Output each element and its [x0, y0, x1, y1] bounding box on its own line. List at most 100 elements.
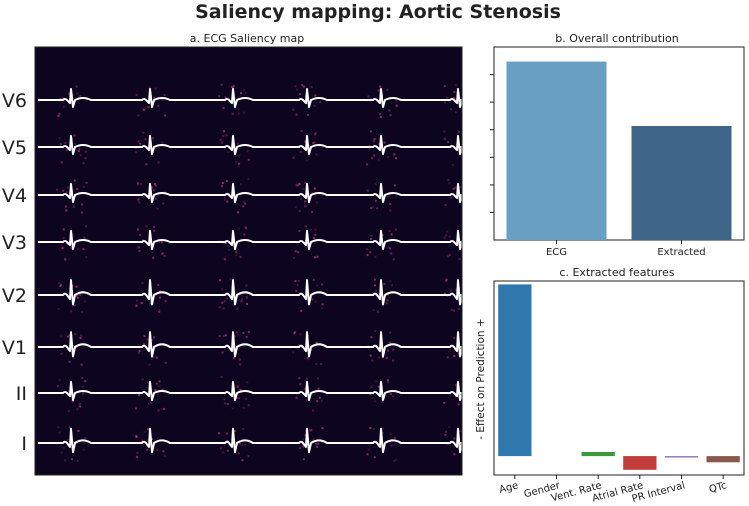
saliency-spot: [224, 199, 227, 202]
saliency-spot: [392, 359, 395, 362]
saliency-spot: [293, 331, 296, 333]
saliency-spot: [77, 247, 80, 250]
saliency-spot: [58, 281, 61, 284]
ecg-lead-label: V3: [2, 232, 27, 254]
saliency-spot: [237, 333, 240, 336]
saliency-spot: [379, 115, 382, 118]
saliency-spot: [302, 458, 305, 461]
saliency-spot: [221, 288, 224, 291]
saliency-spot: [312, 236, 315, 239]
saliency-spot: [453, 90, 456, 93]
saliency-spot: [245, 398, 247, 401]
saliency-spot: [135, 94, 138, 96]
saliency-spot: [387, 246, 390, 249]
ecg-trace: [38, 183, 479, 203]
saliency-spot: [81, 203, 84, 206]
saliency-spot: [60, 284, 62, 287]
saliency-spot: [381, 400, 384, 403]
saliency-spot: [56, 385, 59, 388]
saliency-spot: [135, 436, 138, 438]
saliency-spot: [235, 161, 238, 164]
saliency-spot: [371, 157, 374, 160]
ecg-lead-label: V5: [2, 137, 27, 159]
saliency-spot: [235, 253, 238, 256]
saliency-spot: [223, 257, 226, 260]
saliency-spot: [231, 407, 234, 410]
saliency-spot: [447, 255, 449, 258]
saliency-spot: [158, 309, 161, 312]
saliency-spot: [143, 335, 146, 338]
saliency-spot: [68, 360, 71, 363]
saliency-spot: [226, 449, 229, 452]
ecg-trace: [38, 331, 479, 358]
saliency-spot: [66, 242, 68, 245]
saliency-spot: [374, 284, 377, 287]
saliency-spot: [376, 207, 379, 210]
saliency-spot: [457, 403, 460, 406]
feature-bar: [581, 452, 615, 457]
saliency-spot: [79, 336, 82, 339]
saliency-spot: [379, 85, 382, 88]
saliency-spot: [443, 292, 446, 295]
saliency-spot: [154, 146, 157, 149]
saliency-spot: [454, 186, 457, 189]
saliency-spot: [147, 428, 150, 431]
saliency-spot: [312, 409, 315, 412]
saliency-spot: [68, 426, 71, 429]
saliency-spot: [141, 282, 144, 284]
saliency-spot: [242, 205, 245, 208]
feature-bar: [664, 456, 699, 458]
saliency-spot: [66, 191, 69, 194]
saliency-spot: [298, 377, 301, 380]
saliency-spot: [160, 241, 163, 244]
saliency-spot: [306, 357, 309, 359]
saliency-spot: [454, 111, 457, 114]
saliency-spot: [238, 358, 241, 361]
saliency-spot: [146, 448, 149, 451]
saliency-spot: [138, 250, 141, 252]
saliency-spot: [298, 230, 301, 232]
saliency-spot: [302, 445, 305, 448]
saliency-spot: [453, 453, 456, 456]
saliency-spot: [238, 442, 241, 445]
saliency-spot: [226, 200, 229, 203]
saliency-spot: [68, 92, 71, 95]
saliency-spot: [312, 142, 315, 145]
features-bars: [498, 284, 740, 470]
saliency-spot: [218, 306, 221, 309]
saliency-spot: [220, 185, 223, 188]
saliency-spot: [450, 308, 453, 311]
saliency-spot: [222, 107, 225, 109]
saliency-spot: [158, 380, 161, 383]
saliency-spot: [226, 403, 229, 405]
saliency-spot: [304, 225, 307, 228]
saliency-spot: [314, 132, 317, 135]
saliency-spot: [64, 142, 67, 144]
saliency-spot: [320, 363, 323, 365]
saliency-spot: [224, 258, 227, 261]
saliency-spot: [244, 202, 247, 205]
saliency-spot: [158, 310, 161, 313]
saliency-spot: [367, 95, 370, 98]
saliency-spot: [218, 335, 221, 338]
saliency-spot: [368, 147, 371, 150]
saliency-spot: [78, 294, 81, 297]
saliency-spot: [458, 258, 461, 261]
saliency-spot: [245, 284, 248, 287]
features-panel-title: c. Extracted features: [559, 266, 674, 279]
saliency-spot: [76, 459, 79, 462]
saliency-spot: [315, 341, 318, 344]
saliency-spot: [366, 189, 369, 192]
contribution-frame: [493, 46, 745, 241]
saliency-spot: [135, 305, 138, 308]
ecg-lead-label: II: [16, 383, 27, 405]
saliency-spot: [443, 85, 446, 88]
saliency-spot: [307, 358, 310, 361]
saliency-spot: [393, 153, 396, 156]
saliency-spot: [82, 185, 85, 188]
saliency-spot: [318, 396, 321, 399]
saliency-spot: [300, 309, 303, 312]
saliency-spot: [234, 334, 236, 337]
saliency-spot: [164, 114, 167, 117]
